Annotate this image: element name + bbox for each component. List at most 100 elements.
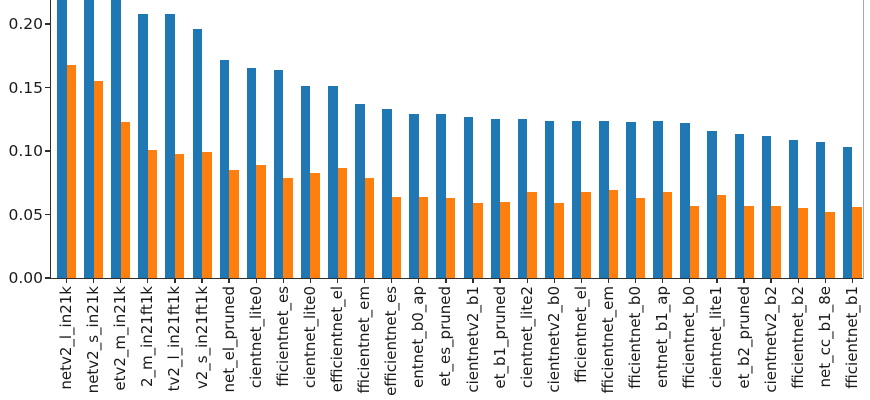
x-tick-label: fficientnet_b0: [680, 286, 699, 389]
bar-orange: [608, 190, 618, 278]
x-tick-label: netv2_l_in21k: [57, 286, 75, 390]
x-tick-label: entnet_b1_ap: [653, 286, 672, 389]
x-tick-label: cientnet_lite1: [707, 286, 726, 389]
bar-orange: [66, 64, 76, 278]
bar-blue: [788, 139, 799, 278]
x-tick-mark: [120, 278, 122, 283]
x-tick-mark: [309, 278, 312, 283]
x-tick-mark: [743, 278, 745, 283]
x-tick-mark: [607, 278, 610, 283]
bar-blue: [463, 116, 473, 278]
x-tick-label: cientnetv2_b2: [761, 286, 780, 393]
x-tick-mark: [824, 278, 826, 283]
bar-blue: [382, 109, 392, 278]
x-tick-mark: [662, 278, 664, 283]
x-tick-label: entnet_b0_ap: [409, 286, 428, 389]
x-tick-mark: [363, 278, 366, 283]
x-tick-label: etv2_m_in21k: [111, 286, 130, 391]
bar-orange: [283, 177, 293, 278]
x-tick-label: cientnetv2_b1: [463, 286, 482, 393]
x-tick-mark: [689, 278, 691, 283]
bar-orange: [120, 121, 131, 278]
bar-blue: [707, 130, 717, 278]
x-tick-label: et_b2_pruned: [734, 286, 753, 389]
bar-blue: [815, 142, 826, 278]
y-tick-label: 0.00: [8, 269, 43, 287]
x-tick-label: cientnetv2_b0: [544, 286, 563, 393]
y-tick-mark: [44, 23, 50, 25]
x-tick-mark: [65, 278, 68, 283]
x-tick-label: cientnet_lite0: [246, 286, 265, 389]
x-tick-label: 2_m_in21ft1k: [138, 286, 157, 388]
y-tick-label: 0.10: [8, 142, 43, 160]
bar-orange: [202, 152, 212, 278]
x-tick-label: fficientnet_em: [599, 286, 617, 394]
x-tick-label: netv2_s_in21k: [84, 286, 103, 394]
x-tick-mark: [716, 278, 718, 283]
bar-orange: [852, 206, 862, 278]
bar-orange: [174, 153, 185, 278]
bar-blue: [57, 0, 67, 278]
bar-blue: [680, 123, 690, 278]
x-tick-label: et_es_pruned: [436, 286, 455, 387]
bar-orange: [93, 81, 104, 278]
bar-orange: [310, 172, 320, 278]
bar-blue: [273, 69, 284, 278]
x-tick-mark: [255, 278, 257, 283]
x-tick-label: fficientnet_b1: [842, 286, 861, 389]
y-tick-mark: [44, 277, 50, 279]
bar-orange: [581, 191, 591, 278]
bar-blue: [409, 114, 419, 278]
x-tick-label: cientnet_lite2: [517, 286, 536, 389]
bar-orange: [798, 208, 808, 278]
y-tick-mark: [44, 86, 50, 89]
bar-blue: [219, 59, 230, 278]
bar-blue: [246, 68, 257, 278]
bar-orange: [473, 203, 483, 278]
bar-blue: [328, 86, 338, 278]
bar-orange: [771, 205, 781, 278]
bar-blue: [761, 135, 772, 278]
bar-blue: [626, 121, 636, 278]
bar-orange: [500, 201, 510, 278]
x-tick-mark: [228, 278, 230, 283]
bar-blue: [653, 120, 663, 278]
bar-blue: [355, 104, 365, 278]
x-tick-label: efficientnet_el: [328, 286, 346, 393]
bar-blue: [842, 147, 853, 278]
bar-blue: [111, 0, 121, 278]
x-tick-mark: [634, 278, 637, 283]
x-tick-mark: [472, 278, 474, 283]
bar-blue: [599, 120, 609, 278]
x-tick-label: cientnet_lite0: [300, 286, 319, 389]
bar-orange: [825, 211, 835, 278]
x-tick-label: efficientnet_es: [382, 286, 401, 396]
bar-blue: [138, 13, 148, 278]
x-tick-mark: [770, 278, 772, 283]
x-tick-label: net_el_pruned: [219, 286, 238, 393]
x-tick-label: v2_s_in21ft1k: [192, 286, 211, 390]
bar-blue: [734, 134, 744, 278]
bar-orange: [418, 196, 429, 278]
bar-blue: [436, 114, 446, 278]
x-tick-mark: [92, 278, 95, 283]
bar-orange: [364, 177, 375, 278]
bar-blue: [165, 13, 175, 278]
x-axis-bottom-spine: [49, 277, 864, 280]
y-tick-label: 0.20: [8, 15, 43, 33]
bar-orange: [689, 205, 700, 278]
bar-orange: [716, 195, 727, 278]
bar-orange: [391, 196, 402, 278]
y-tick-mark: [44, 213, 50, 216]
x-tick-label: et_b1_pruned: [490, 286, 509, 389]
x-tick-mark: [418, 278, 420, 283]
x-tick-mark: [553, 278, 555, 283]
bar-orange: [554, 203, 564, 278]
y-tick-label: 0.15: [8, 78, 43, 97]
x-tick-mark: [174, 278, 176, 283]
x-tick-mark: [526, 278, 528, 283]
y-axis-left-spine: [49, 0, 52, 279]
bar-blue: [517, 119, 528, 278]
bar-blue: [84, 0, 94, 278]
bar-orange: [635, 197, 646, 278]
